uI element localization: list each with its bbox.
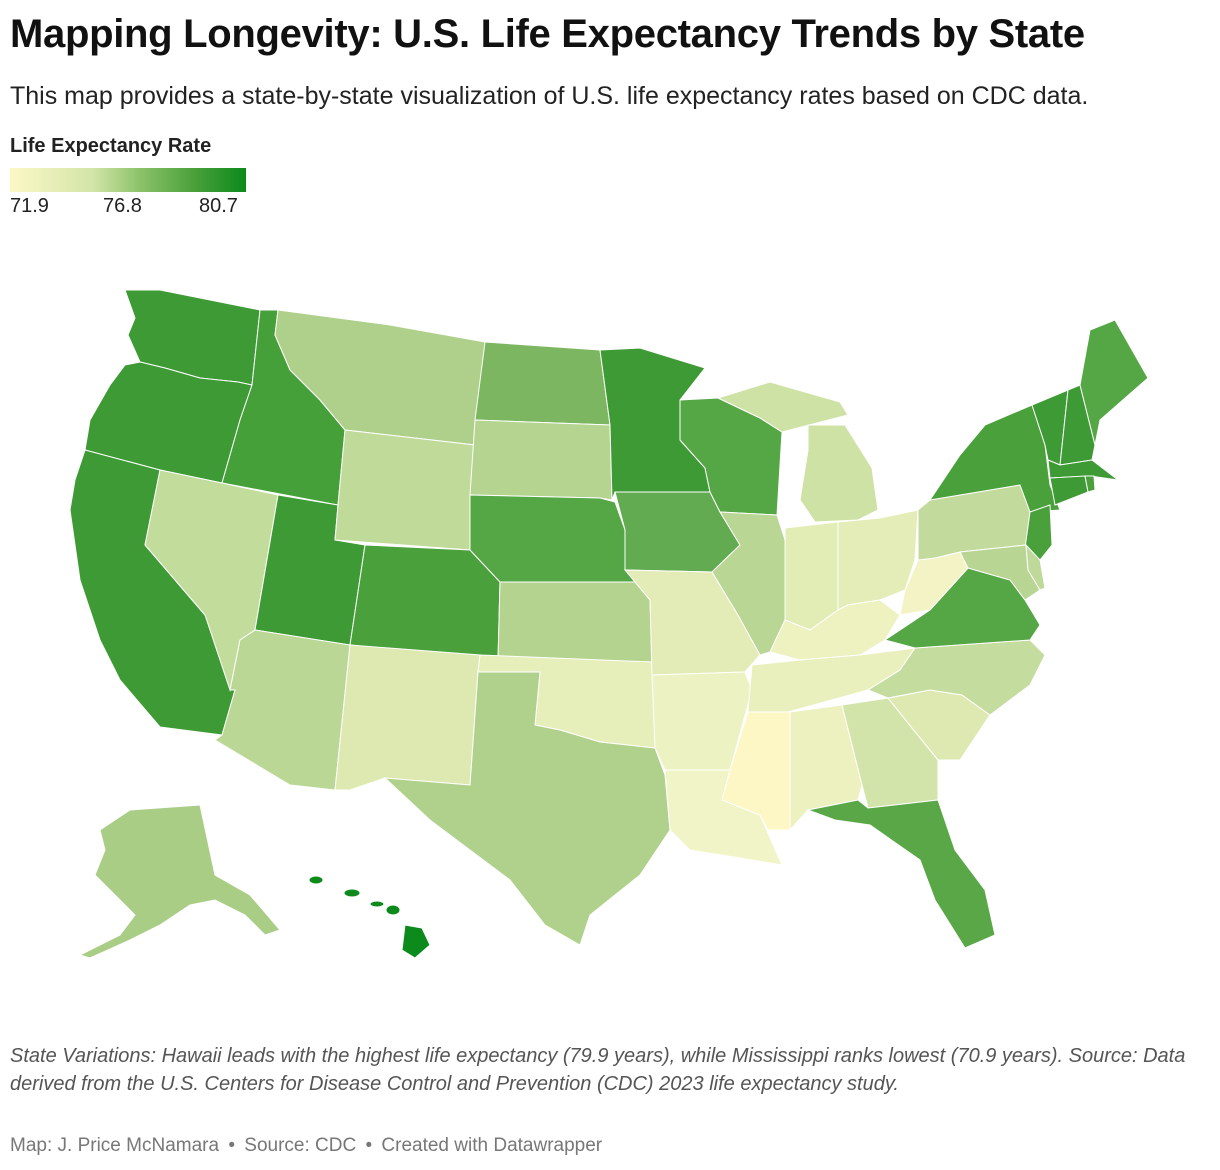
chart-title: Mapping Longevity: U.S. Life Expectancy … <box>10 12 1085 56</box>
state-HI[interactable]: Hawaii <box>308 875 431 959</box>
hawaii-island-big-island <box>401 924 431 959</box>
hawaii-island-molokai <box>369 900 385 908</box>
legend-title: Life Expectancy Rate <box>10 135 212 157</box>
state-ME[interactable]: Maine <box>1079 319 1149 446</box>
color-legend: Life Expectancy Rate 71.9 76.8 80.7 <box>10 135 250 218</box>
state-FL[interactable]: Florida <box>806 799 996 949</box>
state-ND[interactable]: North Dakota <box>474 341 611 426</box>
state-AK[interactable]: Alaska <box>78 804 281 959</box>
hawaii-island-oahu <box>343 888 361 898</box>
state-KS[interactable]: Kansas <box>497 581 653 663</box>
state-NM[interactable]: New Mexico <box>334 644 481 791</box>
legend-tick-max: 80.7 <box>199 195 238 217</box>
chart-footer: Map: J. Price McNamara • Source: CDC • C… <box>10 1135 602 1157</box>
state-NE[interactable]: Nebraska <box>469 494 636 583</box>
footer-source: Source: CDC <box>244 1135 357 1156</box>
footer-author: Map: J. Price McNamara <box>10 1135 220 1156</box>
legend-gradient-bar <box>10 168 246 192</box>
state-IL[interactable]: Illinois <box>711 511 786 656</box>
state-SD[interactable]: South Dakota <box>469 419 613 501</box>
us-state-map: Washington Oregon California Idaho Nevad… <box>69 289 1149 959</box>
state-TX[interactable]: Texas <box>383 671 671 946</box>
state-RI[interactable]: Rhode Island <box>1084 475 1096 493</box>
chart-notes: State Variations: Hawaii leads with the … <box>10 1045 1186 1095</box>
state-IN[interactable]: Indiana <box>784 521 839 631</box>
state-CT[interactable]: Connecticut <box>1049 475 1089 506</box>
state-DE[interactable]: Delaware <box>1025 543 1046 591</box>
state-NC[interactable]: North Carolina <box>866 639 1046 716</box>
state-NJ[interactable]: New Jersey <box>1024 504 1053 561</box>
legend-ticks: 71.9 76.8 80.7 <box>10 192 250 218</box>
footer-credit: Created with Datawrapper <box>381 1135 603 1156</box>
legend-tick-mid: 76.8 <box>103 195 142 217</box>
state-CO[interactable]: Colorado <box>349 544 501 661</box>
chart-subtitle: This map provides a state-by-state visua… <box>10 82 1089 110</box>
legend-tick-min: 71.9 <box>10 195 49 217</box>
state-NH[interactable]: New Hampshire <box>1059 384 1096 466</box>
footer-separator: • <box>365 1135 373 1156</box>
state-NY[interactable]: New York <box>928 404 1061 513</box>
footer-separator: • <box>228 1135 235 1156</box>
hawaii-island-kauai <box>308 875 324 885</box>
state-WY[interactable]: Wyoming <box>334 429 476 551</box>
hawaii-island-maui <box>385 904 401 916</box>
